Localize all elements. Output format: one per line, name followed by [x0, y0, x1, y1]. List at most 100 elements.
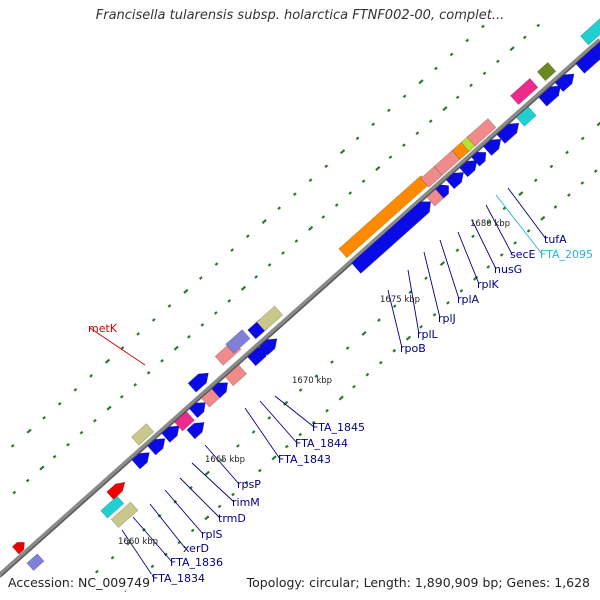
tick-dot [424, 276, 428, 281]
tick-dot [459, 289, 464, 293]
tick-dot [352, 384, 356, 389]
feature-shape [445, 172, 464, 190]
tick-dot [402, 143, 406, 148]
feature-shape [459, 160, 478, 178]
tick-dot [549, 164, 554, 169]
tick-dot [345, 346, 350, 350]
tick-dot [79, 430, 84, 435]
tick-dot [377, 318, 381, 322]
label-leader [132, 516, 173, 563]
tick-dot [348, 191, 353, 195]
tick-dot [133, 382, 138, 387]
tick-dot [533, 178, 538, 183]
gene-label-rimM: rimM [232, 496, 260, 509]
gene-feature [100, 495, 125, 519]
tick-dot [173, 345, 179, 351]
tick-dot [486, 265, 491, 269]
gene-label-rplL: rplL [417, 328, 439, 341]
tick-dot [298, 432, 303, 437]
gene-feature [110, 501, 139, 529]
tick-dot [402, 94, 407, 99]
gene-label-rplK: rplK [477, 278, 500, 291]
tick-dot [596, 121, 600, 127]
kbp-marker: 1660 kbp [118, 537, 158, 547]
label-leader [164, 489, 204, 535]
tick-dot [361, 179, 366, 183]
feature-shape [11, 541, 25, 555]
tick-dot [338, 395, 344, 401]
tick-dot [204, 515, 210, 521]
tick-dot [482, 71, 487, 76]
gene-feature [187, 372, 209, 393]
gene-feature [147, 438, 166, 456]
tick-dot [160, 359, 164, 363]
label-leader [179, 477, 221, 519]
tick-dot [378, 360, 383, 365]
tick-dot [311, 420, 316, 425]
tick-dot [281, 251, 285, 255]
gene-feature [483, 138, 502, 156]
tick-dot [330, 360, 334, 364]
feature-shape [225, 329, 251, 354]
tick-dot [392, 348, 397, 353]
gene-label-FTA_1836: FTA_1836 [170, 556, 223, 569]
tick-dot [267, 416, 272, 420]
tick-dot [361, 330, 367, 336]
gene-label-tufA: tufA [544, 233, 567, 246]
feature-shape [187, 372, 209, 393]
feature-shape [471, 151, 487, 167]
gene-feature [211, 382, 229, 399]
gene-label-rpoB: rpoB [400, 342, 426, 355]
tick-dot [434, 66, 438, 71]
feature-shape [186, 422, 205, 440]
tick-dot [26, 428, 32, 434]
tick-dot [446, 301, 450, 305]
label-leaders [89, 187, 547, 579]
tick-dot [187, 335, 191, 339]
tick-dot [190, 528, 195, 533]
feature-shape [224, 364, 248, 387]
gene-labels: metK FTA_1845 FTA_1844 FTA_1843 rpsP rimM trmD… [88, 233, 593, 585]
tick-dot [392, 304, 397, 308]
tick-dot [93, 418, 97, 423]
tick-dot [298, 388, 303, 392]
tick-dot [213, 311, 218, 315]
label-leader [89, 327, 146, 366]
tick-dot [455, 95, 460, 100]
label-leader [204, 444, 240, 485]
tick-dot [277, 206, 282, 210]
feature-shape [483, 138, 502, 156]
tick-dot [442, 106, 448, 112]
gene-feature [26, 553, 45, 571]
gene-label-rplA: rplA [457, 293, 480, 306]
tick-dot [284, 444, 289, 449]
tick-dot [314, 374, 319, 378]
tick-dot [593, 169, 598, 173]
tick-dot [553, 205, 558, 209]
feature-shape [259, 338, 278, 356]
tick-dot [150, 564, 155, 569]
tick-dot [355, 136, 360, 141]
tick-dot [236, 444, 240, 448]
tick-dot [522, 35, 527, 40]
tick-dot [204, 470, 210, 476]
gene-feature [510, 77, 539, 106]
tick-dot [469, 83, 473, 88]
feature-shape [188, 402, 206, 419]
tick-dot [244, 480, 249, 485]
feature-shape [435, 184, 449, 199]
gene-feature [496, 122, 520, 144]
label-leader [471, 219, 497, 270]
gene-feature [161, 425, 180, 443]
feature-shape [538, 85, 562, 107]
gene-feature [445, 172, 464, 190]
tick-dot [526, 229, 531, 233]
tick-dot [325, 408, 329, 413]
gene-feature [351, 201, 432, 274]
feature-shape [420, 165, 443, 188]
tick-dot [240, 285, 247, 291]
tick-dot [73, 388, 78, 392]
tick-dot [251, 430, 256, 434]
tick-dot [580, 136, 585, 141]
